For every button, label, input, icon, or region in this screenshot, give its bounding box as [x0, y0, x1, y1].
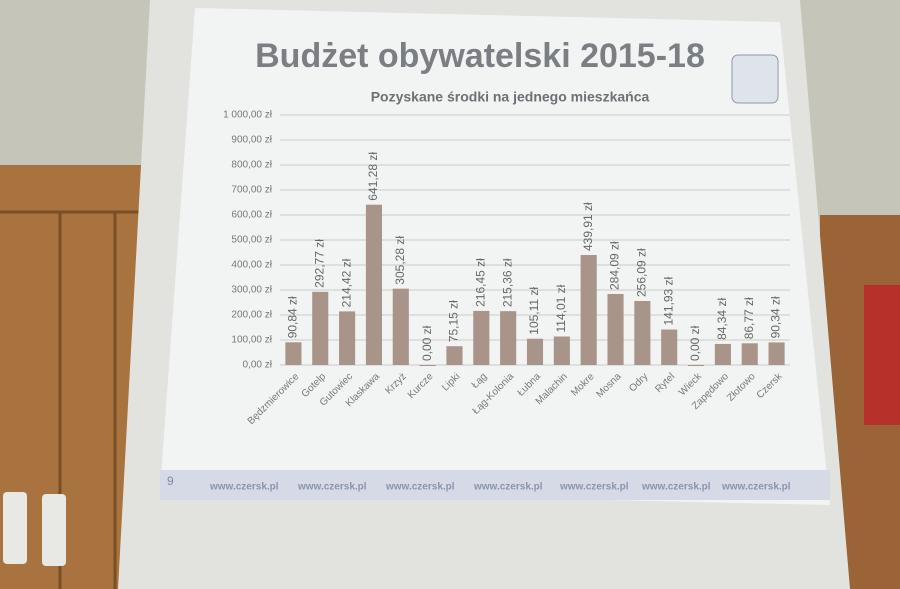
slide: [160, 8, 830, 505]
value-label: 75,15 zł: [447, 300, 461, 342]
bar: [419, 365, 436, 366]
y-tick-label: 200,00 zł: [231, 310, 272, 321]
value-label: 105,11 zł: [527, 287, 541, 335]
bar: [688, 365, 705, 366]
value-label: 284,09 zł: [608, 241, 622, 290]
value-label: 0,00 zł: [688, 325, 702, 361]
value-label: 216,45 zł: [473, 258, 487, 307]
footer-url: www.czersk.pl: [641, 482, 711, 493]
red-board: [864, 285, 900, 425]
chart-title: Budżet obywatelski 2015-18: [255, 37, 705, 75]
bar: [446, 346, 463, 365]
value-label: 84,34 zł: [715, 298, 729, 340]
value-label: 641,28 zł: [366, 152, 380, 201]
bar: [634, 300, 651, 365]
bar: [661, 329, 678, 365]
bar: [365, 204, 382, 365]
footer-url: www.czersk.pl: [721, 482, 791, 493]
bar: [473, 310, 490, 365]
footer-url: www.czersk.pl: [297, 482, 367, 493]
footer-url: www.czersk.pl: [559, 482, 629, 493]
bar: [714, 343, 731, 365]
bar: [312, 291, 329, 365]
value-label: 292,77 zł: [312, 239, 326, 288]
device: [42, 494, 66, 566]
footer-url: www.czersk.pl: [473, 482, 543, 493]
device: [3, 492, 27, 564]
y-tick-label: 400,00 zł: [231, 260, 272, 271]
value-label: 214,42 zł: [339, 258, 353, 307]
y-tick-label: 500,00 zł: [231, 235, 272, 246]
bar: [741, 343, 758, 365]
y-tick-label: 800,00 zł: [231, 160, 272, 171]
y-tick-label: 700,00 zł: [231, 185, 272, 196]
chart-subtitle: Pozyskane środki na jednego mieszkańca: [371, 89, 650, 105]
footer-url: www.czersk.pl: [209, 482, 279, 493]
y-tick-label: 0,00 zł: [243, 360, 273, 371]
bar: [553, 336, 570, 365]
bar: [526, 338, 544, 365]
bar: [768, 342, 785, 365]
slide-number: 9: [167, 474, 174, 488]
value-label: 439,91 zł: [581, 202, 595, 251]
crest: [731, 54, 779, 104]
y-tick-label: 600,00 zł: [231, 210, 272, 221]
value-label: 141,93 zł: [661, 276, 675, 325]
value-label: 215,36 zł: [500, 258, 514, 307]
y-tick-label: 100,00 zł: [231, 335, 272, 346]
value-label: 86,77 zł: [742, 297, 756, 339]
value-label: 305,28 zł: [393, 236, 407, 285]
y-tick-label: 900,00 zł: [231, 135, 272, 146]
footer-bar: [160, 470, 830, 500]
bar: [392, 288, 409, 365]
bar: [580, 255, 597, 365]
value-label: 114,01 zł: [554, 284, 568, 332]
value-label: 90,84 zł: [286, 296, 300, 338]
y-tick-label: 1 000,00 zł: [223, 110, 273, 121]
value-label: 90,34 zł: [769, 296, 783, 338]
bar: [500, 311, 517, 365]
value-label: 0,00 zł: [420, 325, 434, 361]
value-label: 256,09 zł: [635, 248, 649, 297]
bar: [339, 311, 356, 365]
bar: [285, 342, 302, 365]
y-tick-label: 300,00 zł: [231, 285, 272, 296]
footer-url: www.czersk.pl: [385, 482, 455, 493]
bar: [607, 293, 624, 365]
